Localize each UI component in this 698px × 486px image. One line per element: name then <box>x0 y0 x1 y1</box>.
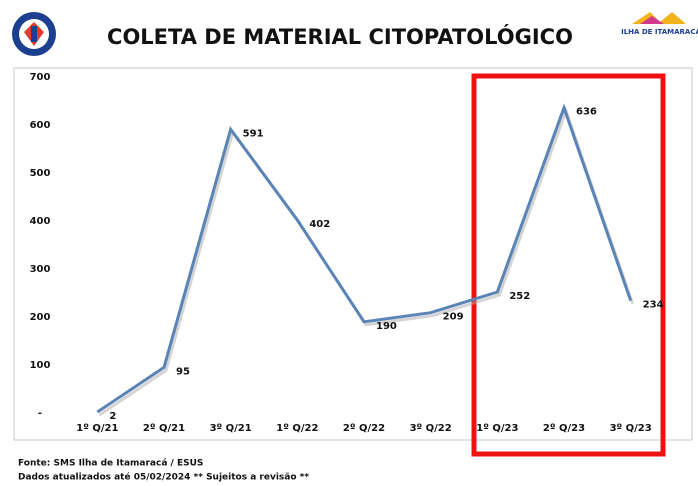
y-tick-label: 300 <box>30 264 51 275</box>
x-tick-label: 2º Q/21 <box>143 423 185 434</box>
x-tick-label: 3º Q/23 <box>610 423 652 434</box>
x-tick-label: 1º Q/21 <box>76 423 118 434</box>
right-logo: ILHA DE ITAMARACÁ <box>621 12 698 36</box>
y-tick-label: 400 <box>30 216 51 227</box>
data-label: 234 <box>643 300 664 311</box>
x-tick-label: 2º Q/23 <box>543 423 585 434</box>
data-label: 402 <box>309 219 330 230</box>
y-tick-label: - <box>38 408 42 419</box>
x-tick-label: 3º Q/22 <box>410 423 452 434</box>
x-tick-label: 2º Q/22 <box>343 423 385 434</box>
x-tick-label: 3º Q/21 <box>210 423 252 434</box>
data-label: 2 <box>109 411 116 422</box>
x-tick-label: 1º Q/23 <box>476 423 518 434</box>
chart-frame <box>13 67 693 441</box>
x-tick-label: 1º Q/22 <box>276 423 318 434</box>
y-tick-label: 600 <box>30 120 51 131</box>
logo-text: ILHA DE ITAMARACÁ <box>621 27 698 36</box>
y-tick-label: 700 <box>30 72 51 83</box>
left-logo <box>12 12 56 56</box>
data-label: 591 <box>243 128 264 139</box>
chart-title: COLETA DE MATERIAL CITOPATOLÓGICO <box>107 24 573 49</box>
data-label: 209 <box>443 312 464 323</box>
data-label: 95 <box>176 366 190 377</box>
data-label: 190 <box>376 321 397 332</box>
y-tick-label: 200 <box>30 312 51 323</box>
data-label: 636 <box>576 107 597 118</box>
line-shadow <box>98 106 635 417</box>
data-label: 252 <box>509 291 530 302</box>
footnote: Fonte: SMS Ilha de Itamaracá / ESUS <box>18 459 203 469</box>
line <box>96 103 633 414</box>
footnote: Dados atualizados até 05/02/2024 ** Suje… <box>18 472 309 483</box>
y-tick-label: 500 <box>30 168 51 179</box>
y-tick-label: 100 <box>30 360 51 371</box>
highlight-box <box>471 73 666 457</box>
